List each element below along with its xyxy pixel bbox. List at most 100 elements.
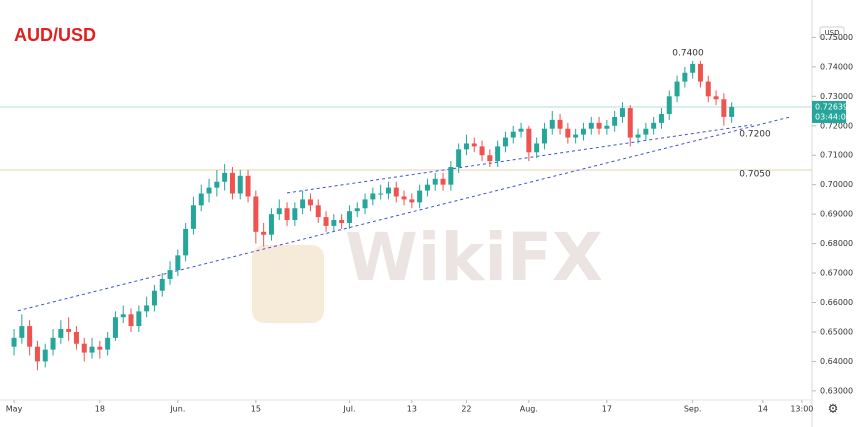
candle-body [331, 220, 337, 226]
candle-body [432, 178, 438, 185]
candle-body [487, 155, 493, 162]
candle-body [580, 128, 586, 135]
y-tick-label: 0.68000 [820, 239, 853, 248]
y-tick-label: 0.71000 [820, 151, 853, 160]
candle-body [284, 208, 290, 221]
candle-body [245, 175, 251, 197]
candle-body [214, 181, 220, 188]
candle-body [315, 205, 321, 218]
candle-body [198, 193, 204, 206]
candle-body [66, 329, 72, 332]
candle-body [651, 122, 657, 129]
candle-body [643, 128, 649, 135]
candle-body [276, 208, 282, 215]
watermark-text: WikiFX [345, 219, 603, 296]
x-tick-label: Sep. [684, 405, 702, 414]
candle-body [346, 211, 352, 223]
currency-box [819, 26, 845, 40]
x-tick-label: 22 [461, 405, 471, 414]
candle-body [510, 131, 516, 138]
candle-body [151, 290, 157, 306]
candle-body [292, 208, 298, 221]
watermark: WikiFX [252, 219, 603, 323]
candle-body [596, 122, 602, 129]
candle-body [206, 187, 212, 194]
candle-body [81, 343, 87, 353]
y-tick-label: 0.66000 [820, 298, 853, 307]
x-tick-label: Aug. [520, 405, 538, 414]
x-tick-label: 13:00 [790, 405, 813, 414]
candle-body [471, 143, 477, 147]
x-tick-label: Jul. [342, 405, 355, 414]
candle-body [534, 143, 540, 153]
candle-body [34, 346, 40, 362]
currency-label: USD [825, 29, 840, 37]
candle-body [19, 326, 25, 338]
candle-body [136, 311, 142, 327]
candle-body [479, 146, 485, 156]
candle-body [557, 119, 563, 129]
candle-body [658, 113, 664, 123]
y-tick-label: 0.65000 [820, 327, 853, 336]
candle-body [573, 134, 579, 138]
y-tick-label: 0.75000 [820, 33, 853, 42]
candle-body [526, 128, 532, 153]
x-tick-label: 17 [602, 405, 612, 414]
candle-body [682, 72, 688, 82]
candle-body [401, 196, 407, 200]
y-tick-label: 0.67000 [820, 269, 853, 278]
candle-body [463, 143, 469, 150]
chart-title: AUD/USD [14, 25, 96, 45]
candle-body [409, 199, 415, 203]
x-tick-label: 14 [758, 405, 768, 414]
candle-body [424, 184, 430, 191]
y-tick-label: 0.69000 [820, 210, 853, 219]
candle-body [495, 146, 501, 162]
candle-body [128, 314, 134, 327]
candle-body [105, 337, 111, 350]
price-box [812, 100, 846, 123]
candle-body [27, 326, 33, 347]
candle-body [393, 187, 399, 197]
y-tick-label: 0.63000 [820, 386, 853, 395]
countdown: 03:44:06 [815, 112, 851, 121]
candle-body [627, 108, 633, 138]
candle-body [674, 81, 680, 97]
candle-body [456, 149, 462, 168]
trend-line [17, 116, 791, 312]
candle-body [604, 125, 610, 129]
settings-icon[interactable]: ⚙ [828, 402, 839, 416]
annotation: 0.7200 [739, 129, 771, 139]
candle-body [120, 314, 126, 318]
candle-body [565, 128, 571, 138]
candle-body [323, 217, 329, 226]
candle-body [167, 270, 173, 279]
candle-body [307, 199, 313, 206]
candle-body [222, 172, 228, 182]
watermark-logo [252, 245, 324, 323]
candle-body [112, 317, 118, 338]
candle-body [190, 205, 196, 229]
candle-body [339, 220, 345, 223]
candle-body [705, 81, 711, 97]
candle-body [502, 137, 508, 147]
x-tick-label: Jun. [169, 405, 185, 414]
x-tick-label: May [6, 405, 23, 414]
candle-body [440, 178, 446, 185]
candle-body [697, 63, 703, 82]
candle-body [159, 278, 165, 291]
trend-line [286, 124, 753, 194]
candle-body [300, 199, 306, 209]
candle-body [89, 346, 95, 353]
candle-body [448, 167, 454, 185]
candle-body [268, 214, 274, 235]
x-tick-label: 18 [95, 405, 105, 414]
candle-body [549, 119, 555, 129]
candle-body [144, 305, 150, 312]
candle-body [11, 337, 17, 347]
candle-body [635, 134, 641, 138]
candle-body [362, 199, 368, 209]
candle-body [385, 187, 391, 194]
